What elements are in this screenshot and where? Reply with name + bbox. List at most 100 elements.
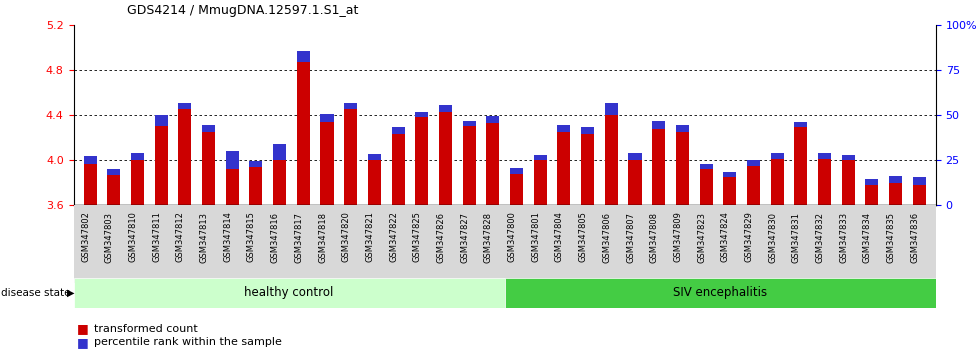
Bar bbox=[628, 160, 642, 205]
Bar bbox=[202, 132, 215, 205]
Bar bbox=[700, 164, 712, 169]
Text: GSM347825: GSM347825 bbox=[413, 212, 421, 262]
Text: GSM347836: GSM347836 bbox=[910, 212, 919, 263]
Bar bbox=[605, 115, 617, 205]
Bar bbox=[912, 185, 926, 205]
Text: GSM347806: GSM347806 bbox=[603, 212, 612, 263]
Text: GSM347807: GSM347807 bbox=[626, 212, 635, 263]
Text: GSM347802: GSM347802 bbox=[81, 212, 90, 262]
Bar bbox=[652, 121, 665, 129]
Bar bbox=[581, 134, 594, 205]
Text: GSM347826: GSM347826 bbox=[436, 212, 446, 263]
Bar bbox=[202, 125, 215, 132]
Bar bbox=[700, 169, 712, 205]
Bar bbox=[770, 153, 784, 159]
Bar bbox=[842, 160, 855, 205]
Bar bbox=[770, 159, 784, 205]
Bar bbox=[581, 127, 594, 134]
Bar bbox=[107, 169, 121, 175]
Bar bbox=[273, 160, 286, 205]
Text: healthy control: healthy control bbox=[244, 286, 334, 299]
Bar bbox=[131, 153, 144, 160]
Bar bbox=[912, 177, 926, 185]
Bar bbox=[344, 103, 358, 109]
Bar bbox=[534, 155, 547, 160]
Bar bbox=[558, 125, 570, 132]
Bar bbox=[178, 103, 191, 109]
Text: GSM347811: GSM347811 bbox=[152, 212, 161, 262]
Bar bbox=[320, 122, 333, 205]
Text: GDS4214 / MmugDNA.12597.1.S1_at: GDS4214 / MmugDNA.12597.1.S1_at bbox=[127, 4, 359, 17]
Bar bbox=[320, 114, 333, 122]
Bar bbox=[652, 129, 665, 205]
Text: GSM347824: GSM347824 bbox=[720, 212, 730, 262]
Bar bbox=[889, 183, 903, 205]
Text: GSM347809: GSM347809 bbox=[673, 212, 682, 262]
Text: GSM347834: GSM347834 bbox=[863, 212, 872, 263]
Bar bbox=[225, 169, 239, 205]
Bar bbox=[865, 179, 878, 185]
Text: ■: ■ bbox=[76, 322, 88, 335]
Text: GSM347804: GSM347804 bbox=[555, 212, 564, 262]
Bar bbox=[510, 167, 523, 174]
Text: GSM347820: GSM347820 bbox=[342, 212, 351, 262]
Bar bbox=[463, 121, 475, 126]
Bar bbox=[83, 164, 97, 205]
Text: GSM347800: GSM347800 bbox=[508, 212, 516, 262]
Text: GSM347803: GSM347803 bbox=[105, 212, 114, 263]
Text: GSM347821: GSM347821 bbox=[366, 212, 374, 262]
Bar bbox=[178, 109, 191, 205]
Text: GSM347822: GSM347822 bbox=[389, 212, 398, 262]
Text: GSM347823: GSM347823 bbox=[697, 212, 706, 263]
Bar bbox=[486, 123, 500, 205]
Bar bbox=[818, 153, 831, 159]
Bar bbox=[723, 172, 736, 177]
Bar bbox=[107, 175, 121, 205]
Bar bbox=[818, 159, 831, 205]
Text: GSM347832: GSM347832 bbox=[815, 212, 824, 263]
Text: ▶: ▶ bbox=[67, 288, 74, 298]
Bar bbox=[486, 116, 500, 123]
Bar bbox=[842, 155, 855, 160]
Text: GSM347808: GSM347808 bbox=[650, 212, 659, 263]
Text: GSM347801: GSM347801 bbox=[531, 212, 540, 262]
Text: GSM347831: GSM347831 bbox=[792, 212, 801, 263]
Text: GSM347814: GSM347814 bbox=[223, 212, 232, 262]
Bar bbox=[131, 160, 144, 205]
Bar bbox=[155, 115, 168, 126]
Bar bbox=[795, 127, 808, 205]
Bar bbox=[392, 127, 405, 134]
Bar bbox=[865, 185, 878, 205]
Bar bbox=[297, 62, 310, 205]
Bar bbox=[747, 166, 760, 205]
Bar bbox=[795, 122, 808, 127]
Bar bbox=[605, 103, 617, 115]
Text: GSM347815: GSM347815 bbox=[247, 212, 256, 262]
Text: GSM347827: GSM347827 bbox=[461, 212, 469, 263]
Text: SIV encephalitis: SIV encephalitis bbox=[673, 286, 767, 299]
Text: GSM347813: GSM347813 bbox=[200, 212, 209, 263]
Text: GSM347810: GSM347810 bbox=[128, 212, 137, 262]
Text: GSM347805: GSM347805 bbox=[578, 212, 588, 262]
Bar bbox=[297, 51, 310, 62]
Bar bbox=[558, 132, 570, 205]
Bar bbox=[368, 160, 381, 205]
Bar bbox=[534, 160, 547, 205]
Bar bbox=[747, 160, 760, 166]
Bar bbox=[250, 161, 263, 167]
Text: percentile rank within the sample: percentile rank within the sample bbox=[94, 337, 282, 347]
Text: GSM347833: GSM347833 bbox=[839, 212, 849, 263]
Bar bbox=[273, 144, 286, 160]
Bar bbox=[83, 156, 97, 164]
Bar bbox=[225, 150, 239, 169]
Bar bbox=[74, 278, 505, 308]
Bar bbox=[368, 154, 381, 160]
Bar bbox=[628, 153, 642, 160]
Bar bbox=[463, 126, 475, 205]
Text: GSM347828: GSM347828 bbox=[484, 212, 493, 263]
Text: GSM347829: GSM347829 bbox=[745, 212, 754, 262]
Text: GSM347830: GSM347830 bbox=[768, 212, 777, 263]
Bar bbox=[155, 126, 168, 205]
Text: GSM347817: GSM347817 bbox=[294, 212, 304, 263]
Bar bbox=[416, 117, 428, 205]
